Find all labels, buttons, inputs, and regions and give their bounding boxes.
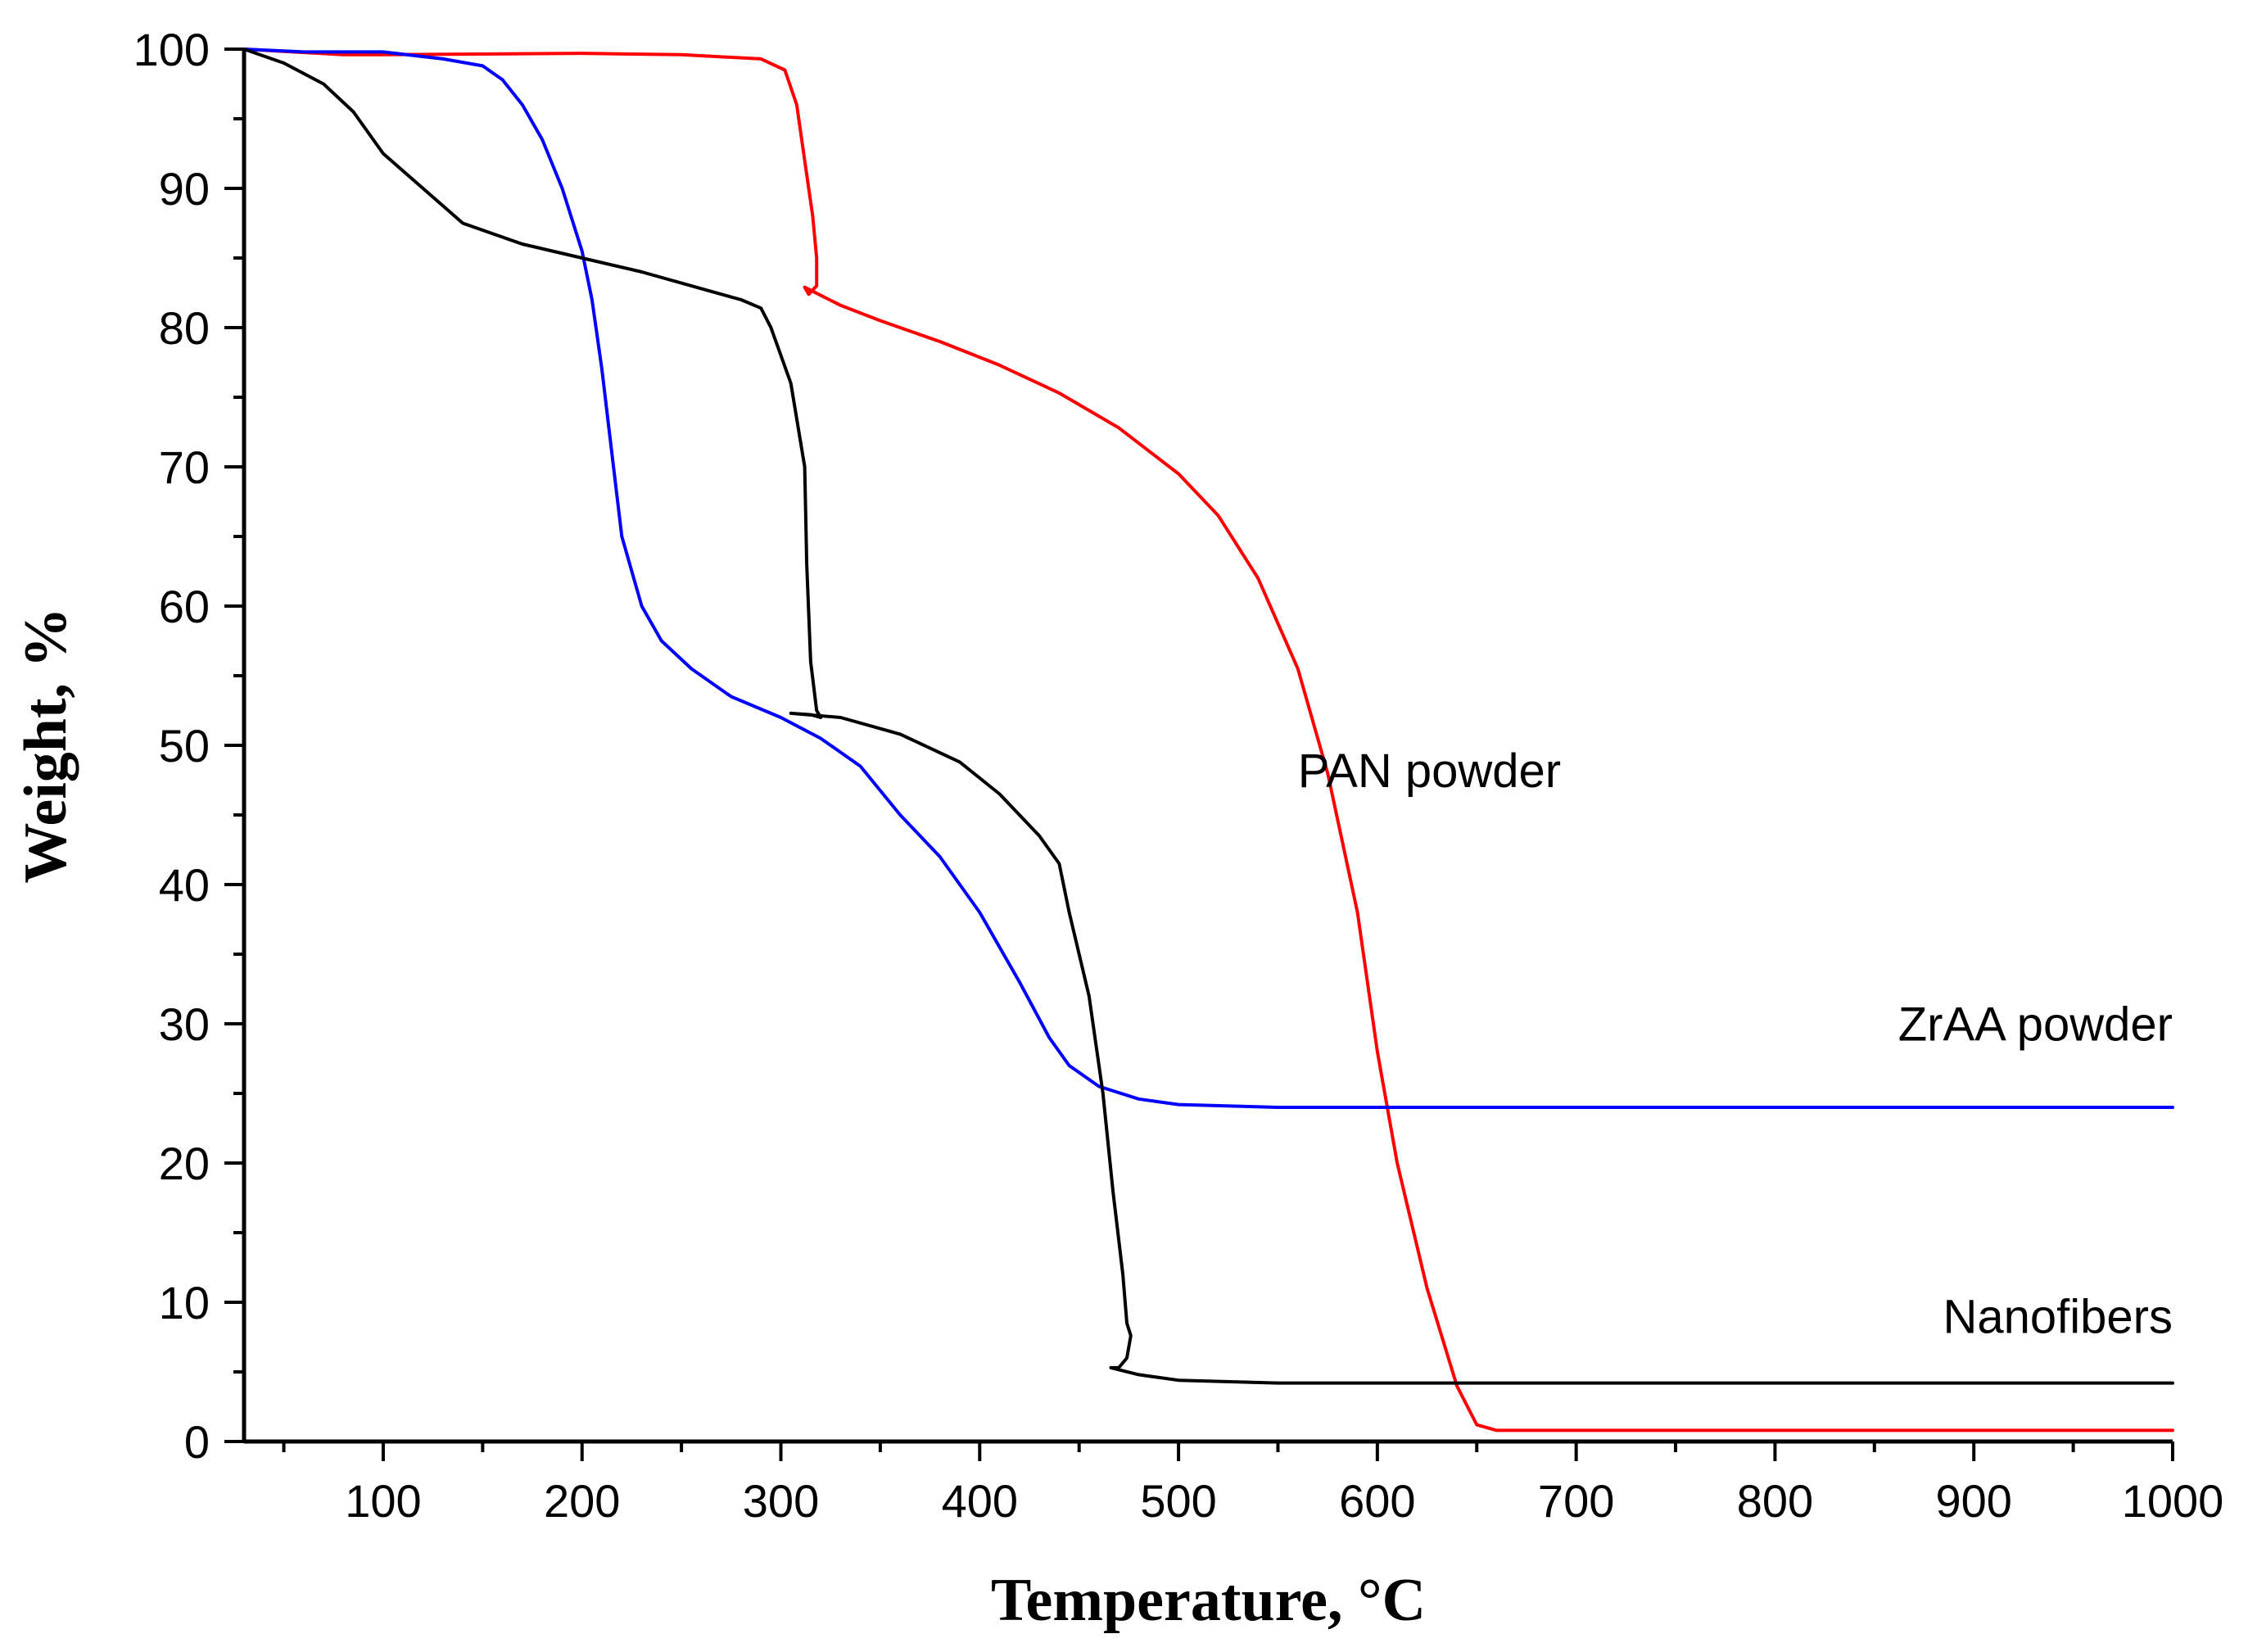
y-tick-label: 90	[159, 163, 210, 215]
x-tick-label: 400	[942, 1475, 1018, 1527]
y-tick-label: 20	[159, 1138, 210, 1189]
axes-layer: 100 200 300 400 500 600 700 800 900 1000 0 10 20 30 40…	[133, 24, 2224, 1527]
x-tick-label: 300	[743, 1475, 819, 1527]
x-tick-label: 900	[1935, 1475, 2011, 1527]
y-axis-title: Weight, %	[12, 607, 79, 883]
y-tick-label: 50	[159, 720, 210, 772]
y-tick-label: 0	[184, 1416, 210, 1468]
series-label-pan-powder: PAN powder	[1298, 745, 1561, 798]
series-label-nanofibers: Nanofibers	[1943, 1290, 2173, 1343]
y-tick-label: 40	[159, 859, 210, 911]
x-tick-label: 500	[1140, 1475, 1216, 1527]
y-tick-label: 100	[133, 24, 210, 75]
y-tick-label: 10	[159, 1277, 210, 1328]
x-axis-title: Temperature, °C	[991, 1567, 1426, 1634]
x-tick-label: 700	[1538, 1475, 1614, 1527]
y-tick-label: 80	[159, 302, 210, 354]
x-tick-label: 800	[1737, 1475, 1813, 1527]
y-tick-label: 70	[159, 441, 210, 493]
labels-layer: PAN powder ZrAA powder Nanofibers	[1298, 745, 2173, 1343]
series-line-pan-powder	[242, 48, 2174, 1432]
series-label-zraa-powder: ZrAA powder	[1898, 998, 2173, 1051]
series-line-zraa-powder	[242, 48, 2174, 1109]
x-tick-label: 1000	[2122, 1475, 2224, 1527]
series-layer	[242, 48, 2174, 1432]
y-tick-label: 60	[159, 581, 210, 632]
y-tick-label: 30	[159, 998, 210, 1050]
x-tick-label: 200	[544, 1475, 620, 1527]
x-tick-label: 600	[1339, 1475, 1415, 1527]
x-tick-label: 100	[345, 1475, 421, 1527]
series-line-nanofibers	[242, 48, 2174, 1385]
